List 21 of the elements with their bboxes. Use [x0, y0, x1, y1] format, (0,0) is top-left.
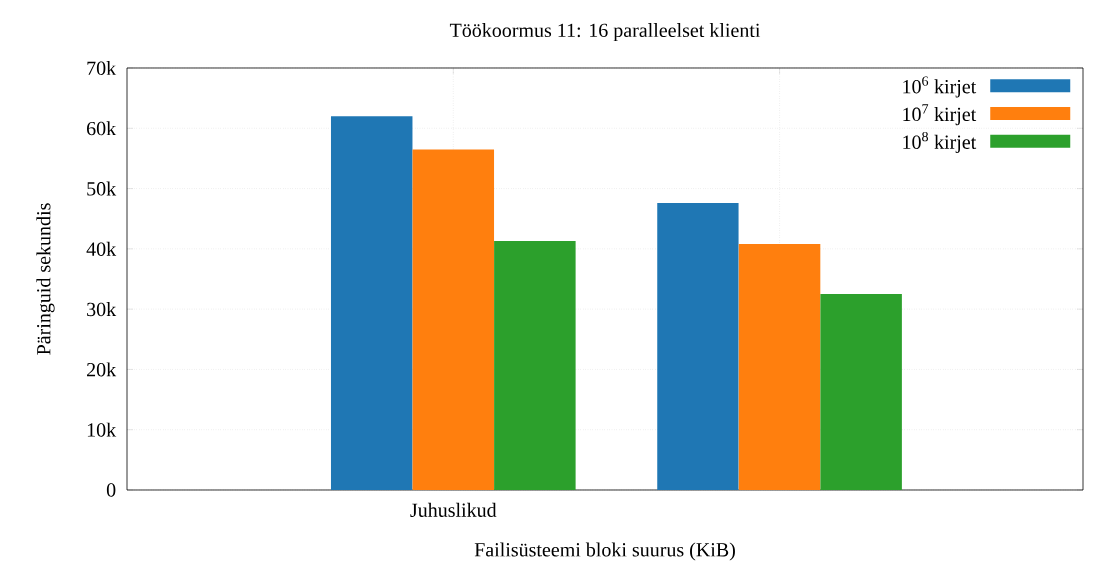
legend-label: 10$^{6}$ kirjet [903, 76, 977, 98]
bar [494, 241, 576, 490]
x-axis-title: Failisüsteemi bloki suurus (KiB) [474, 542, 735, 561]
legend-label: 10$^{8}$ kirjet [903, 131, 977, 153]
bar [330, 116, 413, 490]
y-tick-label: 40k [86, 241, 117, 256]
bar [738, 244, 821, 490]
y-tick-label: 60k [87, 121, 117, 136]
y-tick-label: 70k [87, 60, 117, 76]
bar [657, 203, 739, 490]
y-tick-label: 50k [87, 181, 117, 196]
bar [820, 294, 902, 490]
legend-label: 10$^{7}$ kirjet [903, 104, 977, 126]
y-tick-label: 10k [87, 422, 117, 437]
bar [412, 149, 495, 490]
y-axis-title: Päringuid sekundis [36, 203, 55, 355]
chart-title: Töökoormus 11: 16 paralleelset klienti [449, 22, 761, 42]
y-tick-label: 20k [87, 362, 117, 377]
y-tick-label: 0 [106, 483, 116, 497]
y-tick-label: 30k [87, 302, 117, 317]
x-tick-label: Juhuslikud [410, 502, 497, 517]
